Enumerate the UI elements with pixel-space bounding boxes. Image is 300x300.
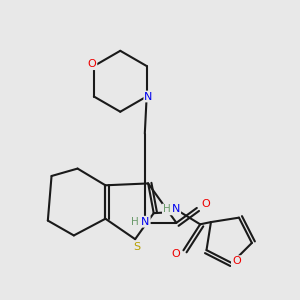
- Text: H: H: [130, 217, 138, 227]
- Text: O: O: [232, 256, 241, 266]
- Text: N: N: [141, 217, 150, 227]
- Text: O: O: [202, 199, 211, 209]
- Text: O: O: [88, 59, 96, 69]
- Text: O: O: [171, 249, 180, 259]
- Text: H: H: [163, 204, 171, 214]
- Text: S: S: [134, 242, 141, 252]
- Text: N: N: [144, 92, 153, 101]
- Text: N: N: [172, 204, 180, 214]
